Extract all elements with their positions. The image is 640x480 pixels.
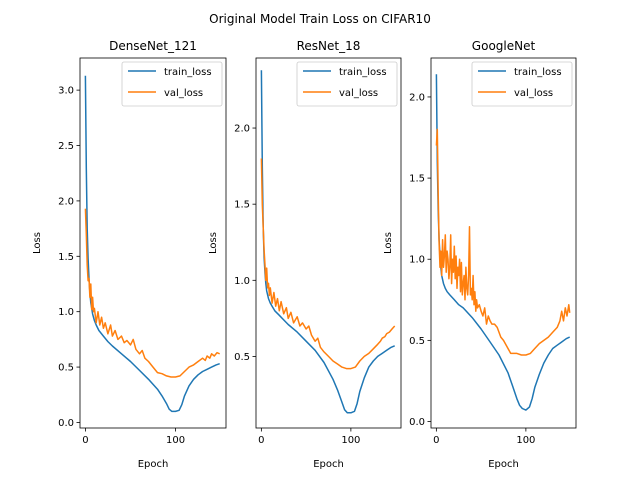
x-tick-label: 0 xyxy=(258,435,264,446)
subplot-title: ResNet_18 xyxy=(297,39,361,53)
series-group xyxy=(84,75,220,413)
y-tick-label: 2.0 xyxy=(234,124,250,135)
legend-label-train-loss: train_loss xyxy=(339,67,387,78)
legend-box xyxy=(296,61,398,107)
x-axis-label: Epoch xyxy=(138,459,169,470)
x-axis-label: Epoch xyxy=(313,459,344,470)
legend-label-train-loss: train_loss xyxy=(514,67,562,78)
y-tick-label: 0.0 xyxy=(58,418,74,429)
y-tick-label: 1.5 xyxy=(234,200,250,211)
axes-background xyxy=(431,58,576,428)
series-line-val-loss xyxy=(260,158,396,370)
y-tick-label: 1.0 xyxy=(409,255,425,266)
x-axis-label: Epoch xyxy=(488,459,519,470)
subplot-title: DenseNet_121 xyxy=(109,39,197,53)
x-tick-label: 100 xyxy=(341,435,360,446)
x-tick-label: 0 xyxy=(82,435,88,446)
subplot-resnet-18: 0 100 0.5 1.0 1.5 2.0 ResNet_18 Epoch Loss train_… xyxy=(208,39,402,470)
legend: train_loss val_loss xyxy=(471,61,573,107)
x-tick-label: 0 xyxy=(433,435,439,446)
y-tick-label: 0.5 xyxy=(58,363,74,374)
axes-spines xyxy=(255,57,402,429)
y-tick-label: 0.5 xyxy=(409,336,425,347)
legend-label-val-loss: val_loss xyxy=(514,88,553,99)
y-tick-label: 1.0 xyxy=(58,307,74,318)
y-tick-label: 1.5 xyxy=(409,174,425,185)
axes-background xyxy=(256,58,401,428)
series-line-train-loss xyxy=(260,70,395,414)
legend-box xyxy=(471,61,573,107)
y-axis-label: Loss xyxy=(383,232,394,254)
series-line-val-loss xyxy=(84,208,220,378)
axes-spines xyxy=(430,57,577,429)
y-axis-label: Loss xyxy=(208,232,219,254)
y-axis-label: Loss xyxy=(32,232,43,254)
y-tick-label: 3.0 xyxy=(58,86,74,97)
subplot-googlenet: 0 100 0.0 0.5 1.0 1.5 2.0 GoogleNet Epoch Loss tra… xyxy=(383,39,577,470)
figure-suptitle: Original Model Train Loss on CIFAR10 xyxy=(209,12,431,26)
legend-label-train-loss: train_loss xyxy=(164,67,212,78)
legend: train_loss val_loss xyxy=(296,61,398,107)
axes-spines xyxy=(79,57,227,429)
y-tick-label: 2.0 xyxy=(58,196,74,207)
x-tick-label: 100 xyxy=(166,435,185,446)
legend-label-val-loss: val_loss xyxy=(339,88,378,99)
series-group xyxy=(435,74,571,411)
y-tick-label: 2.0 xyxy=(409,92,425,103)
y-tick-label: 2.5 xyxy=(58,141,74,152)
legend-box xyxy=(121,61,223,107)
y-tick-label: 0.5 xyxy=(234,352,250,363)
series-line-val-loss xyxy=(435,128,571,356)
series-group xyxy=(260,70,396,414)
series-line-train-loss xyxy=(84,75,220,413)
y-tick-label: 0.0 xyxy=(409,417,425,428)
axes-background xyxy=(80,58,226,428)
legend-label-val-loss: val_loss xyxy=(164,88,203,99)
subplot-title: GoogleNet xyxy=(472,39,536,53)
legend: train_loss val_loss xyxy=(121,61,223,107)
y-tick-label: 1.5 xyxy=(58,252,74,263)
y-tick-label: 1.0 xyxy=(234,276,250,287)
x-tick-label: 100 xyxy=(516,435,535,446)
subplot-densenet-121: 0 100 0.0 0.5 1.0 1.5 2.0 2.5 3.0 DenseNet_121 Epo… xyxy=(32,39,227,470)
